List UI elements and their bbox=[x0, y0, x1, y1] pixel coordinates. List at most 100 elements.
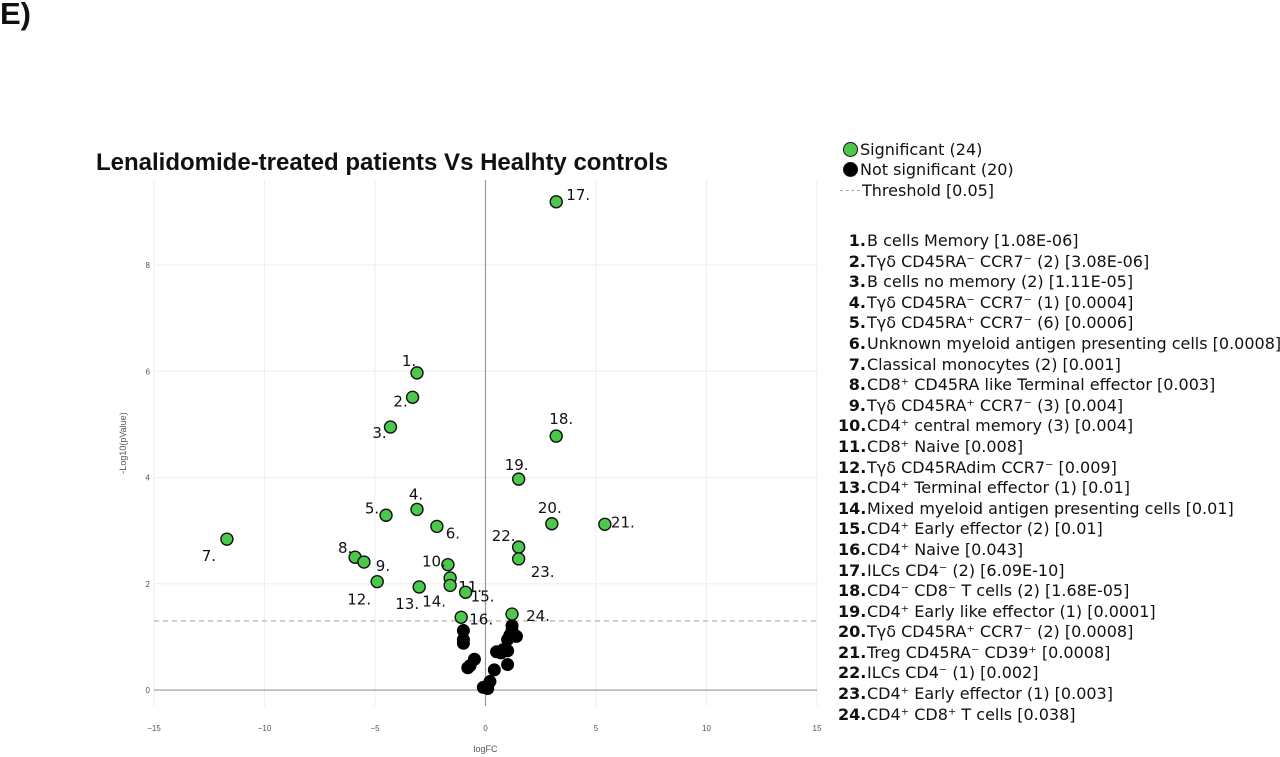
significant-point bbox=[549, 429, 563, 443]
point-label: 20. bbox=[538, 499, 562, 517]
key-item-number: 12. bbox=[838, 457, 867, 477]
point-label: 10. bbox=[422, 553, 446, 571]
key-item-number: 22. bbox=[838, 663, 867, 683]
key-item: 9.Tγδ CD45RA⁺ CCR7⁻ (3) [0.004] bbox=[838, 396, 1280, 417]
point-key-list: 1.B cells Memory [1.08E-06] 2.Tγδ CD45RA⁻… bbox=[838, 231, 1280, 725]
point-label: 5. bbox=[365, 499, 379, 517]
key-item-number: 6. bbox=[848, 333, 866, 353]
key-item-number: 8. bbox=[848, 375, 866, 395]
significant-point bbox=[511, 472, 526, 486]
key-item-number: 10. bbox=[838, 416, 867, 436]
key-item-number: 1. bbox=[848, 231, 866, 250]
point-label: 2. bbox=[393, 392, 407, 410]
key-item-text: B cells Memory [1.08E-06] bbox=[867, 231, 1079, 250]
key-item-number: 17. bbox=[838, 560, 867, 580]
significant-point bbox=[505, 607, 519, 621]
significant-point bbox=[458, 585, 473, 599]
point-label: 14. bbox=[422, 592, 446, 610]
significant-marker-icon bbox=[843, 141, 858, 157]
significant-point bbox=[443, 578, 457, 593]
key-item-number: 5. bbox=[848, 313, 866, 333]
not-significant-point bbox=[481, 681, 495, 695]
y-tick-label: 4 bbox=[146, 474, 151, 483]
point-label: 3. bbox=[372, 424, 386, 442]
x-tick-label: −5 bbox=[370, 724, 380, 733]
key-item-text: ILCs CD4⁻ (1) [0.002] bbox=[867, 663, 1039, 683]
key-item-text: CD4⁺ Naive [0.043] bbox=[867, 539, 1024, 559]
legend: Significant (24) Not significant (20) Th… bbox=[840, 139, 1014, 201]
legend-item-significant[interactable]: Significant (24) bbox=[840, 139, 1014, 160]
key-item-number: 4. bbox=[848, 292, 866, 312]
not-significant-point bbox=[494, 646, 508, 660]
key-item: 21.Treg CD45RA⁻ CD39⁺ [0.0008] bbox=[838, 643, 1280, 664]
key-item-number: 14. bbox=[838, 498, 867, 518]
key-item: 22.ILCs CD4⁻ (1) [0.002] bbox=[838, 663, 1280, 684]
key-item: 18.CD4⁻ CD8⁻ T cells (2) [1.68E-05] bbox=[838, 581, 1280, 602]
key-item: 10.CD4⁺ central memory (3) [0.004] bbox=[838, 416, 1280, 437]
key-item-number: 21. bbox=[838, 642, 867, 662]
key-item-text: Tγδ CD45RA⁻ CCR7⁻ (2) [3.08E-06] bbox=[867, 251, 1150, 271]
key-item-text: Classical monocytes (2) [0.001] bbox=[867, 354, 1121, 374]
point-label: 21. bbox=[611, 513, 635, 531]
x-axis-label: logFC bbox=[473, 744, 498, 754]
key-item-text: Mixed myeloid antigen presenting cells [… bbox=[867, 498, 1234, 518]
key-item-text: B cells no memory (2) [1.11E-05] bbox=[867, 272, 1134, 292]
key-item: 23.CD4⁺ Early effector (1) [0.003] bbox=[838, 684, 1280, 705]
y-axis-label: -Log10(pValue) bbox=[118, 412, 128, 473]
key-item: 8.CD8⁺ CD45RA like Terminal effector [0.… bbox=[838, 375, 1280, 396]
not-significant-marker-icon bbox=[843, 162, 858, 178]
y-tick-label: 8 bbox=[146, 261, 151, 270]
significant-point bbox=[410, 502, 424, 517]
key-item: 7.Classical monocytes (2) [0.001] bbox=[838, 355, 1280, 376]
point-label: 15. bbox=[471, 587, 495, 605]
x-tick-label: −10 bbox=[258, 724, 272, 733]
threshold-dash-icon bbox=[840, 189, 860, 191]
key-item-text: Unknown myeloid antigen presenting cells… bbox=[867, 333, 1280, 353]
y-tick-label: 2 bbox=[146, 580, 151, 589]
key-item: 20.Tγδ CD45RA⁺ CCR7⁻ (2) [0.0008] bbox=[838, 622, 1280, 643]
point-label: 23. bbox=[531, 563, 555, 581]
legend-item-threshold[interactable]: Threshold [0.05] bbox=[840, 180, 1014, 201]
point-label: 19. bbox=[505, 456, 529, 474]
significant-point bbox=[511, 552, 526, 566]
key-item-text: CD8⁺ Naive [0.008] bbox=[867, 436, 1024, 456]
key-item-number: 18. bbox=[838, 581, 867, 601]
key-item: 2.Tγδ CD45RA⁻ CCR7⁻ (2) [3.08E-06] bbox=[838, 252, 1280, 273]
not-significant-point bbox=[501, 658, 515, 672]
point-label: 6. bbox=[446, 524, 460, 542]
significant-point bbox=[405, 390, 420, 405]
key-item: 24.CD4⁺ CD8⁺ T cells [0.038] bbox=[838, 705, 1280, 726]
key-item-number: 23. bbox=[838, 684, 867, 704]
point-label: 8. bbox=[338, 539, 352, 557]
key-item-text: Tγδ CD45RAdim CCR7⁻ [0.009] bbox=[867, 457, 1117, 477]
point-label: 24. bbox=[526, 607, 550, 625]
key-item-text: CD4⁺ CD8⁺ T cells [0.038] bbox=[867, 704, 1076, 724]
key-item: 19.CD4⁺ Early like effector (1) [0.0001] bbox=[838, 602, 1280, 623]
key-item-text: Treg CD45RA⁻ CD39⁺ [0.0008] bbox=[867, 642, 1111, 662]
key-item-text: CD4⁺ central memory (3) [0.004] bbox=[867, 416, 1134, 436]
panel-letter: E) bbox=[0, 0, 31, 31]
x-tick-label: 5 bbox=[594, 724, 599, 733]
key-item: 11.CD8⁺ Naive [0.008] bbox=[838, 437, 1280, 458]
significant-point bbox=[383, 420, 398, 434]
key-item: 15.CD4⁺ Early effector (2) [0.01] bbox=[838, 519, 1280, 540]
key-item-text: CD4⁺ Early like effector (1) [0.0001] bbox=[867, 601, 1156, 621]
y-tick-label: 6 bbox=[146, 367, 151, 376]
significant-point bbox=[410, 366, 424, 380]
point-label: 1. bbox=[402, 352, 416, 370]
not-significant-point bbox=[487, 663, 501, 677]
key-item-number: 24. bbox=[838, 704, 867, 724]
significant-point bbox=[357, 555, 371, 569]
key-item-number: 19. bbox=[838, 601, 867, 621]
key-item-number: 9. bbox=[848, 395, 866, 415]
key-item: 16.CD4⁺ Naive [0.043] bbox=[838, 540, 1280, 561]
significant-point bbox=[441, 557, 455, 572]
key-item: 13.CD4⁺ Terminal effector (1) [0.01] bbox=[838, 478, 1280, 499]
key-item-text: ILCs CD4⁻ (2) [6.09E-10] bbox=[867, 560, 1065, 580]
point-label: 16. bbox=[469, 610, 493, 628]
legend-item-not-significant[interactable]: Not significant (20) bbox=[840, 160, 1014, 181]
significant-point bbox=[412, 580, 426, 594]
significant-point bbox=[430, 519, 444, 534]
significant-point bbox=[220, 532, 234, 546]
